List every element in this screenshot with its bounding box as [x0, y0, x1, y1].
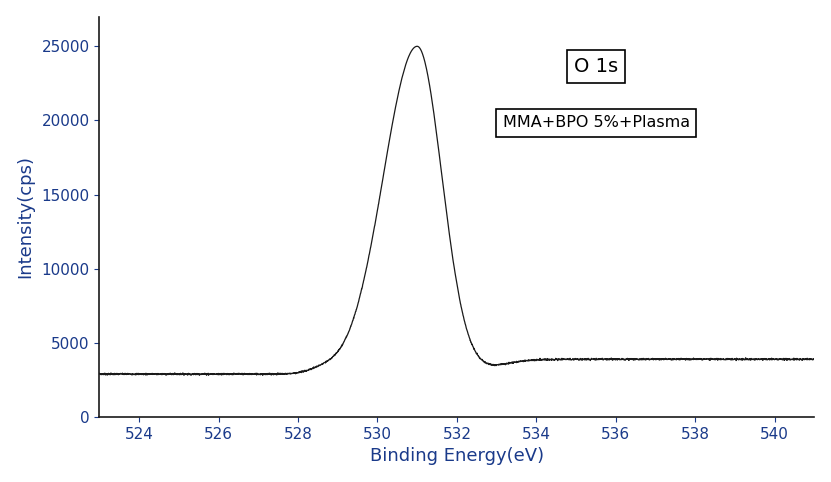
Y-axis label: Intensity(cps): Intensity(cps) [17, 155, 35, 279]
Text: MMA+BPO 5%+Plasma: MMA+BPO 5%+Plasma [503, 115, 690, 130]
Text: O 1s: O 1s [574, 57, 618, 76]
X-axis label: Binding Energy(eV): Binding Energy(eV) [370, 447, 544, 465]
